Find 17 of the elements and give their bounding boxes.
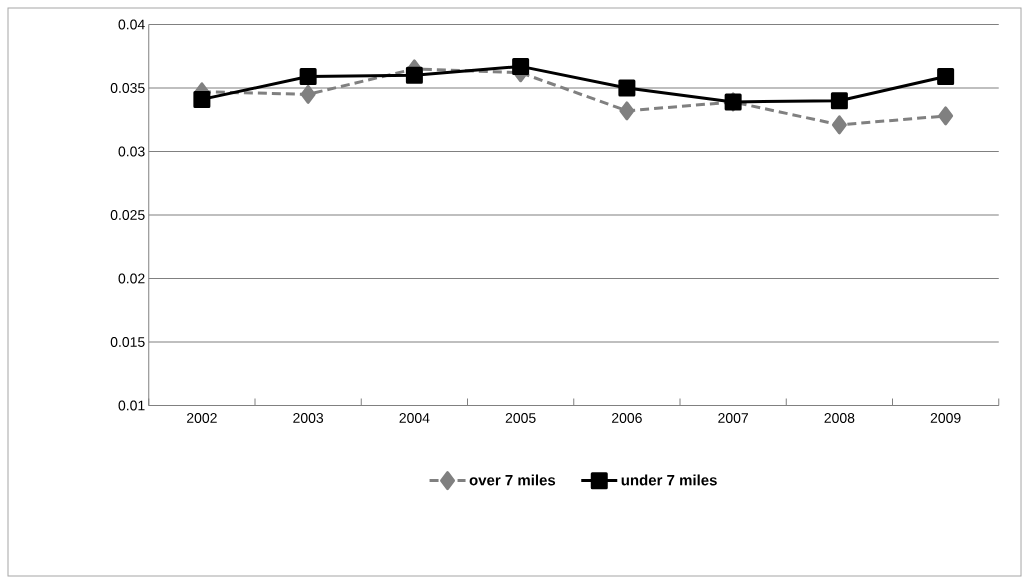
y-tick-label: 0.02 xyxy=(118,273,145,284)
x-tick-label: 2009 xyxy=(930,412,961,423)
legend-label: under 7 miles xyxy=(621,474,717,486)
x-tick-label: 2007 xyxy=(718,412,748,423)
y-tick-label: 0.04 xyxy=(118,19,145,30)
x-tick-label: 2008 xyxy=(824,412,855,423)
y-tick-label: 0.035 xyxy=(110,83,145,93)
x-tick-label: 2005 xyxy=(505,412,536,423)
y-tick-label: 0.015 xyxy=(110,337,145,347)
x-tick-label: 2004 xyxy=(399,412,430,423)
y-tick-label: 0.01 xyxy=(118,400,145,411)
x-tick-label: 2003 xyxy=(293,412,324,423)
y-tick-label: 0.025 xyxy=(110,210,145,220)
y-tick-label: 0.03 xyxy=(118,146,145,157)
x-tick-label: 2002 xyxy=(187,412,217,423)
x-tick-label: 2006 xyxy=(612,412,642,423)
legend-label: over 7 miles xyxy=(469,474,556,486)
